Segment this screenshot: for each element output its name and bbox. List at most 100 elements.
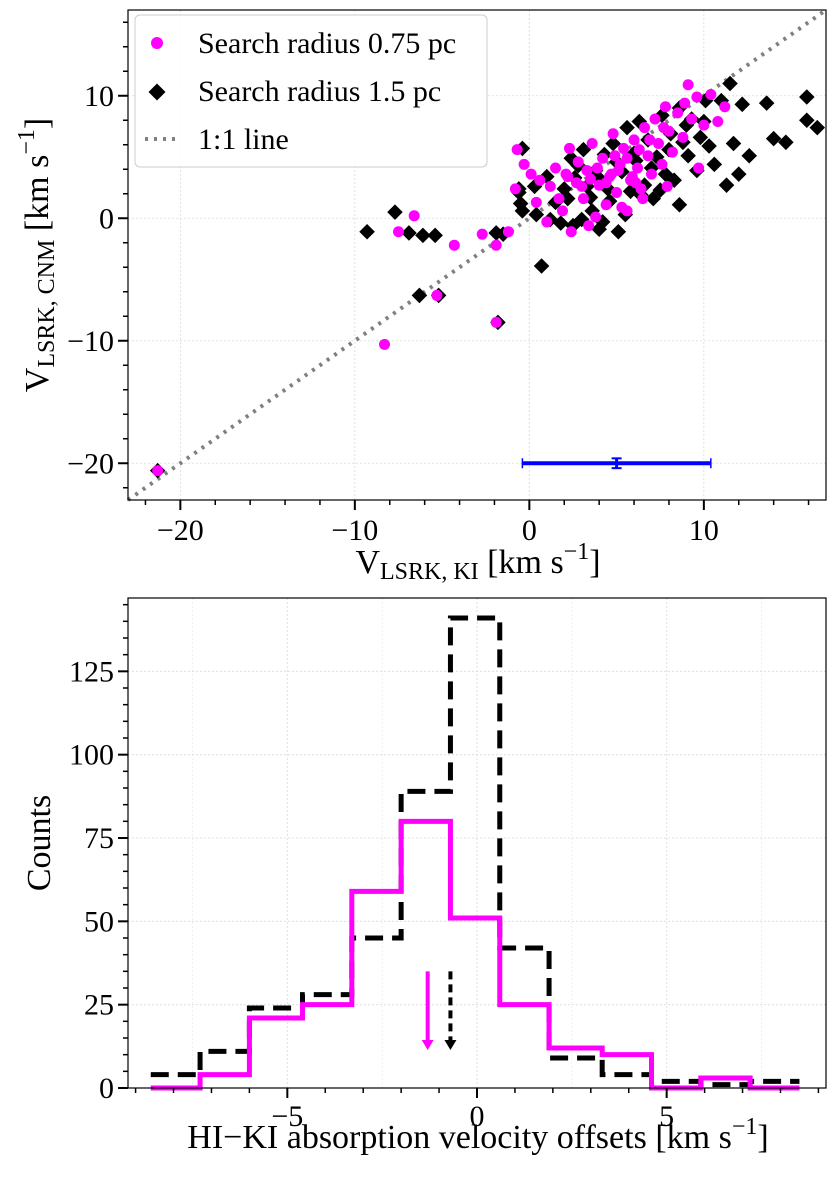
data-point-circle [597,152,609,164]
data-point-circle [672,107,684,119]
histogram-x-axis-title: HI−KI absorption velocity offsets [km s−… [187,1114,768,1156]
scatter-ticks [118,21,810,510]
data-point-diamond [411,287,428,304]
data-point-circle [616,201,628,213]
data-point-diamond [514,203,531,219]
data-point-circle [659,101,671,113]
data-point-circle [584,173,596,185]
x-tick-label: −10 [331,514,378,547]
histogram-x-tick-labels: −5 0 5 [271,1100,674,1133]
legend-label-one-to-one: 1:1 line [198,123,289,156]
data-point-circle [590,211,602,223]
data-point-diamond [401,225,417,241]
data-point-circle [511,144,523,156]
data-point-diamond [387,204,403,220]
data-point-circle [577,193,589,205]
data-point-diamond [701,138,717,154]
data-point-diamond [680,147,696,164]
data-point-circle [448,239,460,251]
data-point-circle [557,205,569,217]
data-point-circle [639,122,651,134]
y-tick-label: 25 [84,989,114,1022]
data-point-diamond [799,89,815,105]
data-point-circle [693,162,705,174]
data-point-circle [576,180,588,192]
data-point-circle [642,150,654,162]
y-tick-label: 50 [84,905,114,938]
data-point-circle [644,134,656,146]
legend-marker-diamond [148,83,166,101]
legend-marker-circle [151,37,163,49]
y-tick-label: 75 [84,822,114,855]
data-point-circle [609,150,621,162]
data-point-circle [541,216,553,228]
data-point-circle [652,138,664,150]
error-bar [521,457,712,470]
data-point-circle [611,187,623,199]
data-point-circle [658,122,670,134]
data-point-circle [600,177,612,189]
data-point-diamond [758,95,775,111]
data-point-circle [719,101,731,113]
data-point-circle [525,168,537,180]
data-point-circle [686,113,698,125]
data-point-diamond [415,227,431,244]
data-point-diamond [718,177,735,193]
data-point-circle [633,144,645,156]
data-point-circle [705,89,717,101]
data-point-circle [586,138,598,150]
data-point-circle [152,465,164,477]
data-point-circle [490,239,502,251]
data-point-circle [581,164,593,176]
y-tick-label: −10 [67,325,114,358]
data-point-circle [572,156,584,168]
data-point-diamond [559,190,576,207]
x-tick-label: −20 [157,514,204,547]
histogram-step-0-75pc [150,818,800,1091]
y-tick-label: 125 [69,655,114,688]
data-point-circle [646,168,657,180]
data-point-diamond [725,135,742,152]
data-point-diamond [427,227,443,244]
histogram-ticks [118,603,820,1098]
data-point-circle [518,158,530,170]
data-point-circle [649,113,661,125]
x-tick-label: 5 [659,1100,674,1133]
data-point-diamond [778,134,794,151]
data-point-circle [630,177,642,189]
scatter-panel: −20 −10 0 10 −20 −10 0 10 VLSRK, KI [km s−1] V… [14,8,828,585]
data-point-circle [553,193,565,205]
scatter-y-axis-title: VLSRK, CNM [km s−1] [14,118,60,392]
histogram-series [150,615,800,1091]
legend-label-0-75pc: Search radius 0.75 pc [198,27,456,60]
data-point-circle [600,199,612,211]
data-point-diamond [359,223,375,240]
x-tick-label: 10 [689,514,719,547]
data-point-circle [563,142,575,154]
data-point-diamond [722,75,738,92]
data-point-diamond [706,156,723,173]
data-point-diamond [671,196,688,213]
median-arrow-head [444,1040,457,1050]
histogram-grid [128,598,826,1089]
data-point-circle [656,158,668,170]
scatter-y-tick-labels: −20 −10 0 10 [67,80,114,481]
series-search-radius-0-75pc [152,79,731,477]
scatter-x-axis-title: VLSRK, KI [km s−1] [355,539,600,585]
data-point-circle [544,180,556,192]
data-point-diamond [610,223,627,240]
data-point-circle [562,171,574,183]
data-point-diamond [552,215,569,231]
data-point-diamond [528,206,545,223]
histogram-y-axis-title: Counts [21,795,58,891]
data-point-circle [379,338,391,350]
data-point-circle [431,289,443,301]
data-point-circle [621,152,633,164]
x-tick-label: 0 [470,1100,485,1133]
data-point-circle [632,162,644,174]
y-tick-label: −20 [67,447,114,480]
data-point-circle [612,164,624,176]
data-point-circle [509,183,521,195]
x-tick-label: −5 [271,1100,303,1133]
scatter-x-tick-labels: −20 −10 0 10 [157,514,719,547]
